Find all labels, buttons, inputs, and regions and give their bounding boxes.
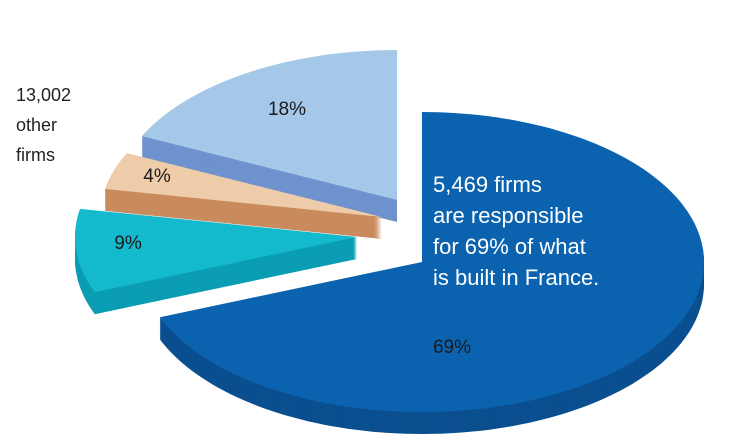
slice	[105, 153, 382, 217]
slice	[141, 50, 397, 222]
data-label: 69%	[433, 337, 471, 358]
annotation: is built in France.	[433, 265, 599, 290]
data-label: 9%	[114, 233, 142, 254]
annotation: other	[16, 115, 57, 135]
slice	[75, 208, 357, 293]
annotation: 13,002	[16, 85, 71, 105]
slice	[75, 208, 357, 315]
data-label: 4%	[143, 166, 171, 187]
slice	[159, 112, 705, 434]
slice	[159, 112, 705, 412]
annotation: firms	[16, 145, 55, 165]
annotation: are responsible	[433, 203, 583, 228]
data-label: 18%	[268, 99, 306, 120]
annotation: 5,469 firms	[433, 172, 542, 197]
slice	[105, 153, 382, 239]
annotation: for 69% of what	[433, 234, 586, 259]
slice	[141, 50, 397, 200]
